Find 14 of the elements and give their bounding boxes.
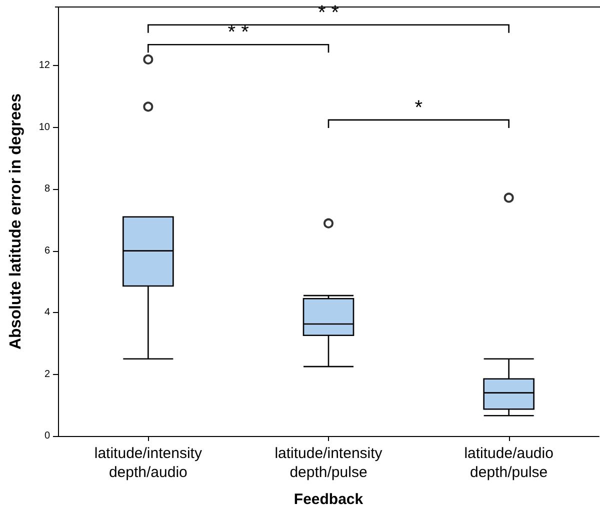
y-tick-label: 4 (44, 307, 50, 318)
annotation: * * (228, 22, 250, 44)
y-tick-label: 2 (44, 368, 50, 380)
x-axis-title: Feedback (294, 491, 364, 508)
x-tick-label: latitude/intensity depth/audio (94, 445, 202, 481)
y-tick-label: 8 (44, 184, 50, 195)
y-tick-label: 12 (38, 60, 50, 72)
y-tick-label: 6 (44, 245, 50, 256)
y-tick-label: 0 (44, 430, 50, 442)
y-axis-title: Absolute latitude error in degrees (8, 93, 24, 350)
annotation: * (414, 96, 423, 119)
y-tick-label: 10 (38, 122, 50, 133)
x-tick-label: latitude/audio depth/pulse (464, 445, 554, 481)
x-tick-label: latitude/intensity depth/pulse (274, 445, 383, 481)
